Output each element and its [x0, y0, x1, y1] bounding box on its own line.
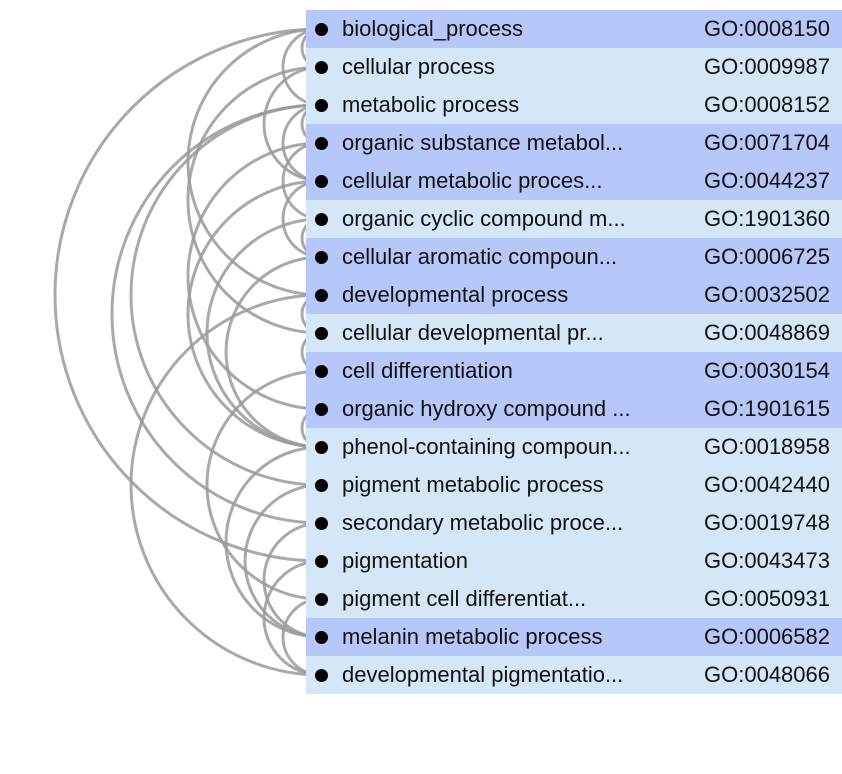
node-dot-icon [315, 403, 328, 416]
go-term-list: biological_process GO:0008150 cellular pro… [306, 10, 842, 694]
go-term-name: phenol-containing compoun... [342, 434, 631, 459]
go-term-row[interactable]: organic cyclic compound m... GO:1901360 [306, 200, 842, 238]
node-dot-icon [315, 175, 328, 188]
go-term-name: biological_process [342, 16, 523, 41]
term-link-arc [129, 103, 322, 487]
node-dot-icon [315, 631, 328, 644]
go-term-row[interactable]: organic substance metabol... GO:0071704 [306, 124, 842, 162]
term-link-arc [110, 103, 322, 525]
node-dot-icon [315, 669, 328, 682]
go-term-name: organic hydroxy compound ... [342, 396, 631, 421]
node-dot-icon [315, 61, 328, 74]
term-link-arc [186, 141, 322, 411]
go-term-row[interactable]: secondary metabolic proce... GO:0019748 [306, 504, 842, 542]
go-term-name: cellular aromatic compoun... [342, 244, 618, 269]
node-dot-icon [315, 365, 328, 378]
go-term-id: GO:0044237 [704, 168, 830, 193]
go-term-row[interactable]: cellular process GO:0009987 [306, 48, 842, 86]
go-term-name: organic cyclic compound m... [342, 206, 626, 231]
go-term-id: GO:0071704 [704, 130, 830, 155]
term-link-arc [243, 483, 322, 639]
node-dot-icon [315, 593, 328, 606]
term-link-arc [281, 141, 322, 221]
term-link-arc [262, 521, 322, 639]
go-term-row[interactable]: cell differentiation GO:0030154 [306, 352, 842, 390]
go-term-id: GO:0009987 [704, 54, 830, 79]
term-link-arc [262, 559, 322, 677]
term-link-arc [205, 369, 322, 601]
node-dot-icon [315, 99, 328, 112]
term-link-arc [224, 255, 322, 449]
node-dot-icon [315, 517, 328, 530]
node-dot-icon [315, 441, 328, 454]
go-term-row[interactable]: cellular metabolic proces... GO:0044237 [306, 162, 842, 200]
go-term-row[interactable]: pigment cell differentiat... GO:0050931 [306, 580, 842, 618]
go-term-row[interactable]: melanin metabolic process GO:0006582 [306, 618, 842, 656]
term-link-arc [281, 597, 322, 677]
go-term-name: secondary metabolic proce... [342, 510, 624, 535]
go-term-id: GO:0019748 [704, 510, 830, 535]
term-link-arc [281, 103, 322, 183]
term-link-arc [281, 179, 322, 259]
go-term-row[interactable]: biological_process GO:0008150 [306, 10, 842, 48]
go-term-name: cell differentiation [342, 358, 513, 383]
go-term-id: GO:0048869 [704, 320, 830, 345]
node-dot-icon [315, 289, 328, 302]
term-link-arc [53, 27, 322, 563]
go-term-name: metabolic process [342, 92, 520, 117]
go-term-name: developmental pigmentatio... [342, 662, 624, 687]
go-term-name: cellular metabolic proces... [342, 168, 603, 193]
go-term-name: cellular process [342, 54, 495, 79]
term-link-arc [262, 65, 322, 183]
go-term-id: GO:0032502 [704, 282, 830, 307]
node-dot-icon [315, 23, 328, 36]
node-dot-icon [315, 327, 328, 340]
go-term-name: cellular developmental pr... [342, 320, 604, 345]
go-term-row[interactable]: metabolic process GO:0008152 [306, 86, 842, 124]
go-term-row[interactable]: pigmentation GO:0043473 [306, 542, 842, 580]
go-term-row[interactable]: phenol-containing compoun... GO:0018958 [306, 428, 842, 466]
term-link-arc [281, 27, 322, 107]
go-term-name: pigment cell differentiat... [342, 586, 587, 611]
term-link-arc [224, 445, 322, 639]
go-term-id: GO:0043473 [704, 548, 830, 573]
term-link-arc [186, 65, 322, 335]
go-term-id: GO:0050931 [704, 586, 830, 611]
go-term-row[interactable]: cellular aromatic compoun... GO:0006725 [306, 238, 842, 276]
go-term-id: GO:0008150 [704, 16, 830, 41]
go-term-id: GO:0048066 [704, 662, 830, 687]
go-term-id: GO:1901615 [704, 396, 830, 421]
go-term-name: pigment metabolic process [342, 472, 604, 497]
go-term-name: developmental process [342, 282, 569, 307]
node-dot-icon [315, 213, 328, 226]
node-dot-icon [315, 251, 328, 264]
go-term-name: melanin metabolic process [342, 624, 603, 649]
go-term-row[interactable]: developmental process GO:0032502 [306, 276, 842, 314]
go-term-row[interactable]: pigment metabolic process GO:0042440 [306, 466, 842, 504]
go-term-row[interactable]: cellular developmental pr... GO:0048869 [306, 314, 842, 352]
go-term-row[interactable]: developmental pigmentatio... GO:0048066 [306, 656, 842, 694]
term-link-arc [129, 293, 322, 677]
term-link-arc [186, 179, 322, 449]
go-term-name: organic substance metabol... [342, 130, 624, 155]
go-term-id: GO:0006725 [704, 244, 830, 269]
go-term-id: GO:0008152 [704, 92, 830, 117]
node-dot-icon [315, 479, 328, 492]
go-term-id: GO:0006582 [704, 624, 830, 649]
go-term-id: GO:0030154 [704, 358, 830, 383]
go-term-id: GO:0018958 [704, 434, 830, 459]
go-term-name: pigmentation [342, 548, 468, 573]
go-term-row[interactable]: organic hydroxy compound ... GO:1901615 [306, 390, 842, 428]
go-term-id: GO:0042440 [704, 472, 830, 497]
node-dot-icon [315, 137, 328, 150]
node-dot-icon [315, 555, 328, 568]
go-term-id: GO:1901360 [704, 206, 830, 231]
